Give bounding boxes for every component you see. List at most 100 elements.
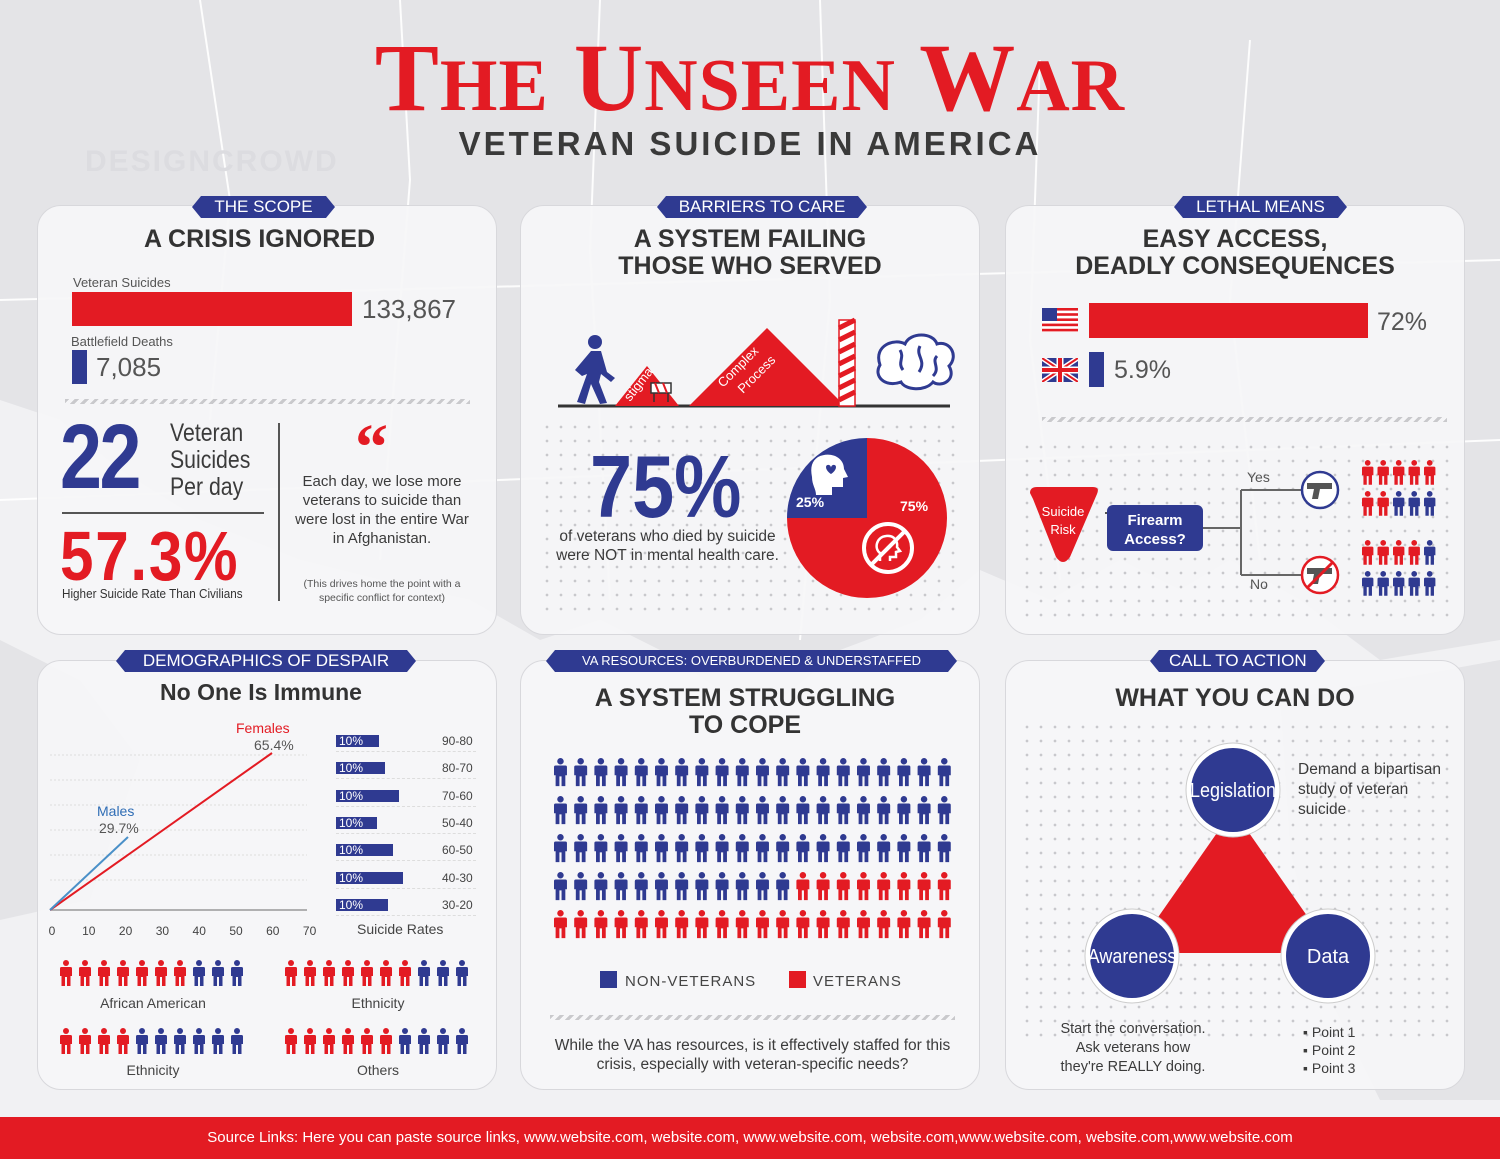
person-icon [877, 910, 891, 939]
person-icon [304, 960, 316, 986]
person-icon [1377, 540, 1389, 565]
age-bar [336, 871, 403, 884]
person-icon [816, 834, 830, 863]
lethal-title: EASY ACCESS, DEADLY CONSEQUENCES [1075, 225, 1395, 280]
data-point-item: ▪ Point 1 [1303, 1024, 1356, 1040]
battlefield-deaths-bar [72, 350, 87, 384]
person-icon [574, 758, 588, 787]
demographics-ribbon: DEMOGRAPHICS OF DESPAIR [116, 650, 416, 672]
person-icon [1424, 460, 1436, 485]
age-range-label: 60-50 [442, 843, 473, 858]
age-bar-guide [336, 832, 476, 834]
person-icon [857, 910, 870, 939]
person-icon [1424, 540, 1436, 565]
x-tick-label: 60 [266, 924, 280, 938]
yes-label: Yes [1247, 469, 1270, 485]
person-icon [634, 910, 648, 939]
person-icon [796, 758, 810, 787]
person-icon [897, 910, 911, 939]
legislation-text: Demand a bipartisan study of veteran sui… [1298, 761, 1442, 818]
person-icon [98, 1028, 110, 1054]
others-label: Others [356, 1062, 399, 1078]
person-icon [937, 834, 951, 863]
person-icon [796, 796, 810, 825]
legislation-circle [1191, 748, 1275, 832]
age-range-label: 50-40 [442, 815, 473, 830]
age-bar-chart: 10% 90-80 10% 80-70 10% 70-60 10% 50-40 10% 60-50… [336, 734, 481, 920]
age-range-label: 70-60 [442, 788, 473, 803]
legend-non-veterans-swatch [600, 971, 617, 988]
males-line [49, 836, 129, 911]
person-icon [456, 960, 468, 986]
person-icon [574, 796, 588, 825]
person-icon [776, 834, 790, 863]
page-title: THE UNSEEN WAR [374, 24, 1126, 131]
age-bar-guide [336, 887, 476, 889]
uk-value: 5.9% [1114, 356, 1171, 384]
person-icon [634, 872, 648, 901]
legend-veterans: VETERANS [813, 973, 902, 990]
rate-caption: Higher Suicide Rate Than Civilians [62, 586, 243, 601]
person-icon [877, 796, 891, 825]
va-ribbon: VA RESOURCES: OVERBURDENED & UNDERSTAFFE… [546, 650, 957, 672]
access-label-2: Access? [1124, 531, 1186, 548]
risk-label-2: Risk [1050, 522, 1076, 537]
person-icon [574, 910, 588, 939]
person-icon [796, 910, 810, 939]
others-people [285, 1028, 468, 1054]
age-bar-guide [336, 805, 476, 807]
person-icon [117, 960, 129, 986]
person-icon [1377, 491, 1389, 516]
person-icon [323, 960, 335, 986]
person-icon [917, 796, 931, 825]
us-flag-icon [1042, 308, 1078, 332]
walking-person-icon [575, 335, 615, 404]
battlefield-deaths-label: Battlefield Deaths [71, 334, 173, 349]
firearm-access-box [1107, 505, 1203, 551]
person-icon [594, 910, 608, 939]
x-tick-label: 0 [49, 924, 56, 938]
person-icon [304, 1028, 316, 1054]
person-icon [79, 1028, 91, 1054]
awareness-label: Awareness [1088, 946, 1177, 968]
data-point-item: ▪ Point 3 [1303, 1060, 1356, 1076]
person-icon [342, 1028, 354, 1054]
rate-divider [62, 512, 264, 514]
scope-title: A CRISIS IGNORED [143, 225, 376, 253]
brain-icon [876, 333, 955, 391]
source-links-footer: Source Links: Here you can paste source … [0, 1117, 1500, 1159]
veteran-suicides-value: 133,867 [362, 294, 456, 324]
person-icon [231, 1028, 243, 1054]
barriers-big-number: 75% [590, 437, 742, 536]
person-icon [117, 1028, 129, 1054]
age-bar-guide [336, 914, 476, 916]
age-bar-percent: 10% [339, 761, 364, 776]
person-icon [675, 758, 689, 787]
person-icon [655, 910, 668, 939]
person-icon [193, 960, 205, 986]
males-value: 29.7% [99, 820, 139, 836]
person-icon [1408, 540, 1420, 565]
person-icon [60, 1028, 72, 1054]
person-icon [715, 872, 729, 901]
ethnicity-people-top [285, 960, 468, 986]
legend-non-veterans: NON-VETERANS [625, 973, 757, 990]
person-icon [614, 758, 628, 787]
data-point-item: ▪ Point 2 [1303, 1042, 1356, 1058]
person-icon [399, 960, 411, 986]
person-icon [776, 872, 790, 901]
gender-line-chart: 0 10 20 30 40 50 60 70 Females 65.4% Males 29.7… [49, 720, 317, 938]
age-bar-guide [336, 860, 476, 862]
person-icon [877, 758, 891, 787]
person-icon [554, 910, 567, 939]
person-icon [594, 872, 608, 901]
person-icon [897, 758, 911, 787]
person-icon [285, 960, 297, 986]
barriers-caption: of veterans who died by suicide were NOT… [556, 528, 779, 564]
person-icon [1408, 571, 1420, 596]
person-icon [735, 834, 749, 863]
no-mental-care-icon [862, 522, 914, 574]
person-icon [342, 960, 354, 986]
person-icon [756, 872, 769, 901]
person-icon [857, 834, 870, 863]
